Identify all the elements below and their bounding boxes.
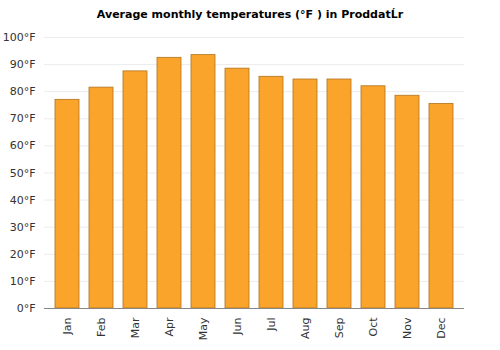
svg-text:60°F: 60°F <box>10 139 36 152</box>
svg-text:90°F: 90°F <box>10 58 36 71</box>
svg-text:Feb: Feb <box>95 317 108 336</box>
svg-text:Jul: Jul <box>265 318 278 332</box>
svg-text:50°F: 50°F <box>10 167 36 180</box>
svg-text:0°F: 0°F <box>17 302 36 315</box>
svg-text:Dec: Dec <box>435 318 448 339</box>
svg-text:Mar: Mar <box>129 317 142 338</box>
svg-text:Nov: Nov <box>401 317 414 339</box>
svg-text:Jan: Jan <box>61 317 74 335</box>
svg-text:30°F: 30°F <box>10 221 36 234</box>
svg-text:Apr: Apr <box>163 317 176 337</box>
svg-text:Jun: Jun <box>231 317 244 335</box>
svg-text:Aug: Aug <box>299 318 312 339</box>
svg-text:Oct: Oct <box>367 317 380 337</box>
svg-text:20°F: 20°F <box>10 248 36 261</box>
svg-text:10°F: 10°F <box>10 275 36 288</box>
html-text:Average monthly temperatures (: Average monthly temperatures (°F ) in Pr… <box>96 8 404 21</box>
svg-text:70°F: 70°F <box>10 112 36 125</box>
svg-text:100°F: 100°F <box>3 31 36 44</box>
svg-text:May: May <box>197 317 210 340</box>
svg-text:Sep: Sep <box>333 317 346 338</box>
svg-text:80°F: 80°F <box>10 85 36 98</box>
svg-text:40°F: 40°F <box>10 194 36 207</box>
